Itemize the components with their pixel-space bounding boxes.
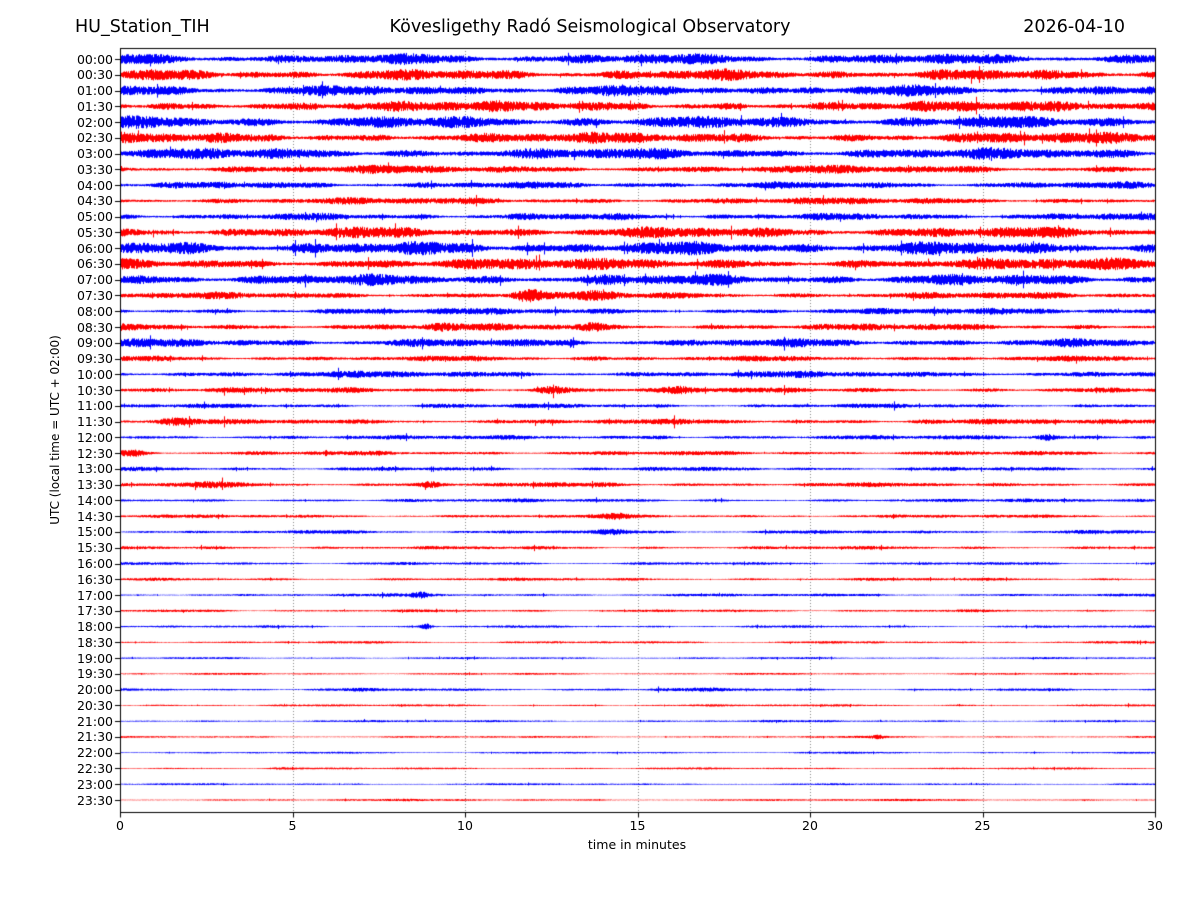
row-label: 12:30 [76,445,113,461]
row-label: 02:30 [76,130,113,146]
date-label: 2026-04-10 [1023,17,1125,37]
row-label: 15:30 [76,540,113,556]
x-tick-label: 15 [629,818,646,833]
row-label: 23:00 [76,776,113,792]
row-label: 12:00 [76,429,113,445]
row-label: 00:30 [76,67,113,83]
x-tick-label: 25 [974,818,991,833]
row-label: 07:30 [76,287,113,303]
row-label: 21:30 [76,729,113,745]
row-label: 15:00 [76,524,113,540]
row-label: 10:00 [76,366,113,382]
row-label: 01:30 [76,98,113,114]
row-label: 10:30 [76,382,113,398]
row-label: 20:00 [76,682,113,698]
row-label: 09:00 [76,335,113,351]
row-label: 04:30 [76,193,113,209]
row-label: 23:30 [76,792,113,808]
row-label: 02:00 [76,114,113,130]
row-label: 22:30 [76,760,113,776]
x-axis-label: time in minutes [587,837,687,852]
row-label: 11:30 [76,414,113,430]
row-label: 18:00 [76,619,113,635]
row-label: 06:00 [76,240,113,256]
row-label: 09:30 [76,351,113,367]
row-label: 13:00 [76,461,113,477]
row-label: 05:00 [76,209,113,225]
row-label: 14:00 [76,492,113,508]
row-label: 19:30 [76,666,113,682]
row-label: 04:00 [76,177,113,193]
x-tick-label: 10 [457,818,473,833]
row-label: 08:00 [76,303,113,319]
x-tick-label: 5 [288,818,297,833]
row-label: 16:30 [76,571,113,587]
row-label: 00:00 [76,51,113,67]
x-tick-label: 30 [1147,818,1163,833]
row-label: 07:00 [76,272,113,288]
observatory-title: Kövesligethy Radó Seismological Observat… [389,17,791,37]
row-label: 17:00 [76,587,113,603]
row-label: 17:30 [76,603,113,619]
row-label: 13:30 [76,477,113,493]
row-label: 22:00 [76,745,113,761]
row-label: 20:30 [76,697,113,713]
row-label: 03:30 [76,161,113,177]
x-tick-label: 0 [116,818,124,833]
row-label: 05:30 [76,224,113,240]
row-label: 21:00 [76,713,113,729]
x-tick-label: 20 [802,818,818,833]
row-label: 19:00 [76,650,113,666]
row-label: 16:00 [76,556,113,571]
row-label: 08:30 [76,319,113,335]
row-label: 01:00 [76,83,113,99]
row-label: 14:30 [76,508,113,524]
row-label: 06:30 [76,256,113,272]
row-label: 18:30 [76,634,113,650]
row-label: 03:00 [76,146,113,162]
station-title: HU_Station_TIH [75,17,210,37]
row-label: 11:00 [76,398,113,414]
